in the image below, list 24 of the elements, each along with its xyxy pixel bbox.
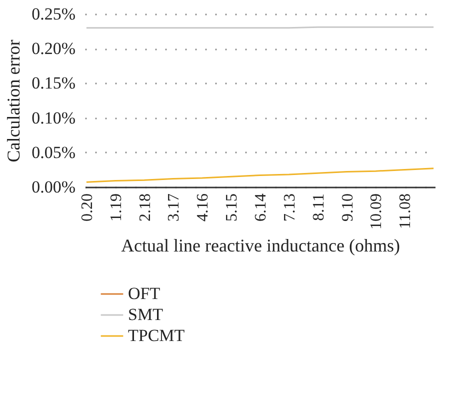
y-axis-title: Calculation error — [4, 40, 24, 162]
x-tick-label: 10.09 — [368, 194, 386, 230]
y-tick-label: 0.20% — [32, 39, 76, 58]
x-tick-label: 4.16 — [194, 194, 212, 222]
y-tick-label: 0.05% — [32, 142, 76, 162]
x-tick-label: 6.14 — [252, 194, 270, 222]
x-tick-label: 7.13 — [281, 194, 298, 222]
x-tick-label: 0.20 — [78, 194, 96, 222]
x-tick-label: 2.18 — [136, 194, 154, 222]
legend-label: SMT — [128, 305, 164, 324]
y-tick-label: 0.25% — [32, 4, 76, 24]
y-tick-label: 0.00% — [32, 178, 76, 196]
legend-label: TPCMT — [128, 326, 186, 345]
x-tick-label: 9.10 — [339, 194, 356, 222]
x-tick-label: 11.08 — [397, 194, 414, 229]
line-series — [86, 168, 434, 183]
x-tick-label: 1.19 — [108, 194, 125, 222]
x-axis-title: Actual line reactive inductance (ohms) — [121, 236, 400, 256]
y-tick-label: 0.10% — [32, 108, 76, 128]
x-tick-label: 5.15 — [224, 194, 241, 222]
x-tick-label: 8.11 — [310, 194, 328, 221]
x-tick-label: 3.17 — [166, 194, 183, 222]
y-tick-label: 0.15% — [32, 74, 76, 93]
legend-label: OFT — [128, 284, 161, 303]
